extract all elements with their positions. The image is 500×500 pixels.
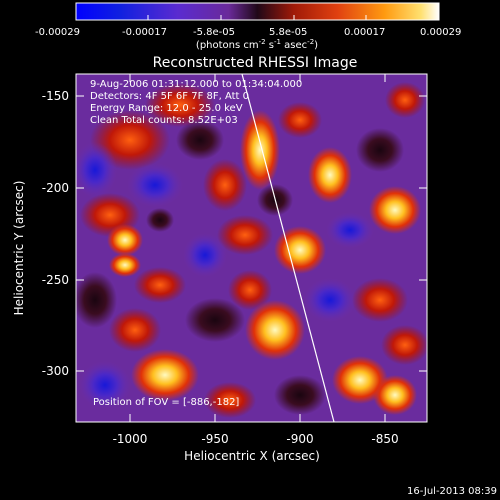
x-axis-label: Heliocentric X (arcsec) <box>184 449 320 463</box>
image-blob <box>385 82 425 118</box>
image-blob <box>217 215 273 255</box>
image-blob <box>134 267 186 303</box>
image-blob <box>274 226 326 274</box>
y-axis-label: Heliocentric Y (arcsec) <box>12 181 26 316</box>
plot-title: Reconstructed RHESSI Image <box>153 55 358 71</box>
image-blob <box>183 233 227 277</box>
rhessi-image <box>76 74 427 422</box>
colorbar-tick-label: -0.00017 <box>122 27 167 38</box>
image-blob <box>326 212 374 248</box>
x-tick-label: -850 <box>371 432 398 446</box>
image-blob <box>228 270 272 310</box>
image-blob <box>356 128 404 172</box>
image-blob <box>308 147 352 203</box>
image-blob <box>107 224 143 256</box>
fov-position-text: Position of FOV = [-886,-182] <box>93 397 239 408</box>
y-axis-ticks <box>76 95 427 372</box>
image-blob <box>109 308 161 352</box>
image-blob <box>176 120 224 160</box>
colorbar-ticks <box>75 15 440 20</box>
colorbar-tick-label: 0.00017 <box>344 27 385 38</box>
info-energy-range: Energy Range: 12.0 - 25.0 keV <box>90 103 243 114</box>
image-blob <box>304 278 356 322</box>
y-tick-label: -200 <box>42 181 69 195</box>
image-blob <box>76 142 117 198</box>
colorbar <box>75 2 440 21</box>
image-blob <box>381 325 427 365</box>
image-blob <box>131 349 199 401</box>
info-method-counts: Clean Total counts: 8.52E+03 <box>90 115 238 126</box>
image-blob <box>245 300 305 360</box>
y-tick-label: -300 <box>42 364 69 378</box>
image-blob <box>240 110 280 190</box>
x-tick-label: -1000 <box>113 432 148 446</box>
colorbar-tick-label: 5.8e-05 <box>269 27 307 38</box>
image-blob <box>278 102 322 138</box>
colorbar-tick-label: -0.00029 <box>35 27 80 38</box>
y-tick-label: -250 <box>42 273 69 287</box>
x-tick-label: -900 <box>286 432 313 446</box>
solar-limb-line <box>241 74 335 422</box>
image-blob <box>76 272 117 328</box>
x-tick-label: -950 <box>201 432 228 446</box>
info-detectors: Detectors: 4F 5F 6F 7F 8F, Att 0 <box>90 91 249 102</box>
plot-frame <box>75 73 428 423</box>
image-blob <box>79 361 131 409</box>
image-blob <box>204 382 256 418</box>
image-blob <box>274 375 326 415</box>
image-blob <box>145 83 215 127</box>
info-time-range: 9-Aug-2006 01:31:12.000 to 01:34:04.000 <box>90 79 302 90</box>
image-blob <box>352 278 408 322</box>
image-blob <box>146 208 174 232</box>
image-blob <box>369 186 421 234</box>
y-tick-label: -150 <box>42 89 69 103</box>
image-blob <box>203 159 247 211</box>
image-blob <box>185 298 245 342</box>
plot-date: 16-Jul-2013 08:39 <box>407 486 497 497</box>
colorbar-tick-label: 0.00029 <box>420 27 461 38</box>
image-blob <box>373 375 417 415</box>
colorbar-unit-label: (photons cm-2 s-1 asec-2) <box>196 38 318 51</box>
image-blob <box>109 253 141 277</box>
colorbar-tick-label: -5.8e-05 <box>193 27 235 38</box>
x-axis-ticks <box>129 74 386 422</box>
image-blob <box>127 163 183 207</box>
